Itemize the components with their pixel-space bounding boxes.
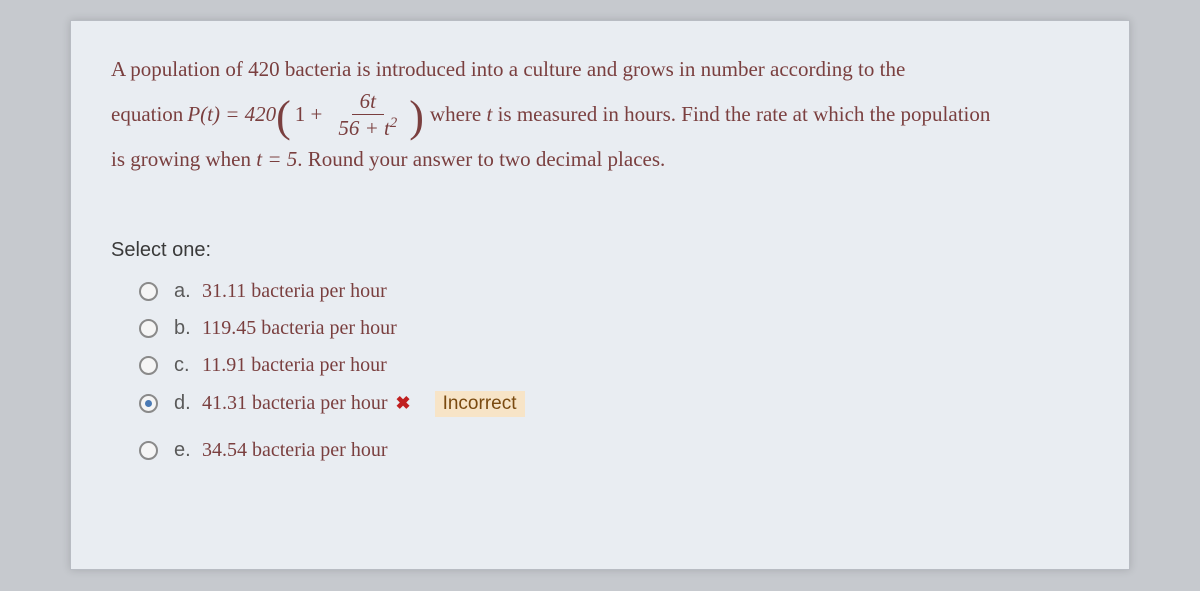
fraction: 6t 56 + t2 <box>330 89 405 141</box>
frac-den-exp: 2 <box>390 115 397 131</box>
line3-b: . Round your answer to two decimal place… <box>297 147 665 171</box>
radio-b[interactable] <box>139 319 158 338</box>
fraction-denominator: 56 + t2 <box>330 115 405 141</box>
fraction-numerator: 6t <box>352 89 384 115</box>
question-panel: A population of 420 bacteria is introduc… <box>70 20 1130 570</box>
eq-suffix: where t is measured in hours. Find the r… <box>430 96 990 134</box>
option-c[interactable]: c. 11.91 bacteria per hour <box>139 354 1089 377</box>
option-letter: c. <box>174 354 202 377</box>
incorrect-icon: ✖ <box>395 393 410 414</box>
eq-func: P(t) = 420 <box>187 96 276 134</box>
question-line-3: is growing when t = 5. Round your answer… <box>111 141 1089 179</box>
question-text: A population of 420 bacteria is introduc… <box>111 51 1089 179</box>
frac-den-base: 56 + t <box>338 116 390 140</box>
option-letter: d. <box>174 392 202 415</box>
option-letter: e. <box>174 439 202 462</box>
option-b[interactable]: b. 119.45 bacteria per hour <box>139 317 1089 340</box>
question-line-1: A population of 420 bacteria is introduc… <box>111 51 1089 89</box>
option-text: 11.91 bacteria per hour <box>202 354 387 377</box>
one-plus: 1 + <box>295 96 323 134</box>
radio-a[interactable] <box>139 282 158 301</box>
radio-e[interactable] <box>139 441 158 460</box>
option-text: 31.11 bacteria per hour <box>202 280 387 303</box>
line3-a: is growing when <box>111 147 256 171</box>
option-d[interactable]: d. 41.31 bacteria per hour ✖ Incorrect <box>139 391 1089 417</box>
option-text: 119.45 bacteria per hour <box>202 317 397 340</box>
option-text: 34.54 bacteria per hour <box>202 439 387 462</box>
options-list: a. 31.11 bacteria per hour b. 119.45 bac… <box>111 280 1089 462</box>
eq-prefix: equation <box>111 96 183 134</box>
option-text: 41.31 bacteria per hour <box>202 392 387 415</box>
option-letter: b. <box>174 317 202 340</box>
option-e[interactable]: e. 34.54 bacteria per hour <box>139 439 1089 462</box>
incorrect-label: Incorrect <box>435 391 525 417</box>
option-letter: a. <box>174 280 202 303</box>
select-one-label: Select one: <box>111 239 1089 262</box>
radio-c[interactable] <box>139 356 158 375</box>
question-line-2: equation P(t) = 420 ( 1 + 6t 56 + t2 ) w… <box>111 89 1089 141</box>
option-a[interactable]: a. 31.11 bacteria per hour <box>139 280 1089 303</box>
line3-t: t = 5 <box>256 147 297 171</box>
radio-d[interactable] <box>139 394 158 413</box>
